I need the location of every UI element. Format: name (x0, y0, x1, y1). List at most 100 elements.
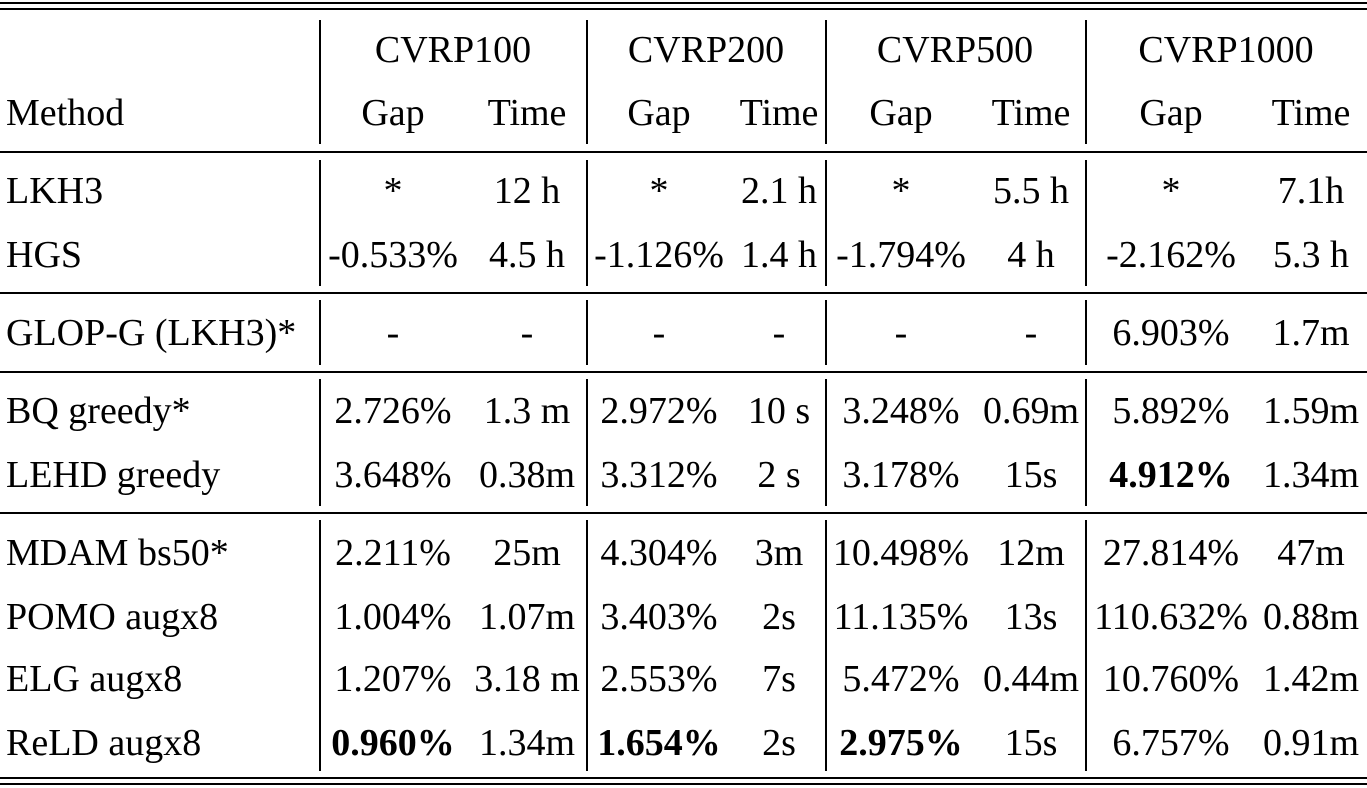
vertical-rule (586, 160, 588, 286)
horizontal-rule (0, 2, 1367, 4)
vertical-rule (825, 520, 827, 771)
column-header: Gap (1139, 92, 1203, 134)
method-header: Method (6, 92, 125, 134)
vertical-rule (319, 379, 321, 506)
horizontal-rule (0, 8, 1367, 10)
table-cell: - (386, 312, 400, 354)
table-cell: 5.892% (1112, 390, 1230, 432)
table-cell: * (891, 170, 911, 212)
table-cell: 6.757% (1112, 722, 1230, 764)
column-header: Time (991, 92, 1071, 134)
table-cell: 2.726% (334, 390, 452, 432)
table-cell: 1.34m (478, 722, 576, 764)
table-cell: * (383, 170, 403, 212)
table-cell: * (649, 170, 669, 212)
table-cell: 3.18 m (474, 658, 580, 700)
method-name: LKH3 (6, 170, 104, 212)
table-cell: - (652, 312, 666, 354)
horizontal-rule (0, 151, 1367, 153)
method-name: MDAM bs50* (6, 532, 229, 574)
table-cell: * (1161, 170, 1181, 212)
method-name: GLOP-G (LKH3)* (6, 312, 297, 354)
table-cell: 1.004% (334, 596, 452, 638)
column-header: Gap (627, 92, 691, 134)
table-cell: 1.654% (597, 722, 721, 764)
table-cell: 1.07m (478, 596, 576, 638)
table-cell: 0.88m (1262, 596, 1360, 638)
method-name: ReLD augx8 (6, 722, 202, 764)
table-cell: 12 h (493, 170, 561, 212)
table-cell: 0.38m (478, 454, 576, 496)
table-cell: 4.5 h (489, 234, 565, 276)
table-cell: -2.162% (1106, 234, 1236, 276)
table-cell: 1.4 h (741, 234, 817, 276)
table-cell: 1.7m (1272, 312, 1350, 354)
column-header: Gap (361, 92, 425, 134)
table-cell: 5.3 h (1273, 234, 1349, 276)
horizontal-rule (0, 783, 1367, 785)
table-cell: - (520, 312, 534, 354)
table-cell: 1.207% (334, 658, 452, 700)
table-cell: - (894, 312, 908, 354)
table-cell: 4.304% (600, 532, 718, 574)
horizontal-rule (0, 512, 1367, 514)
method-name: HGS (6, 234, 83, 276)
column-header: Time (739, 92, 819, 134)
table-cell: 6.903% (1112, 312, 1230, 354)
table-cell: 2 s (757, 454, 801, 496)
column-header: Gap (869, 92, 933, 134)
table-cell: 1.59m (1262, 390, 1360, 432)
table-cell: 3.178% (842, 454, 960, 496)
table-cell: 15s (1004, 454, 1058, 496)
table-cell: 13s (1004, 596, 1058, 638)
table-cell: 110.632% (1094, 596, 1248, 638)
table-cell: 15s (1004, 722, 1058, 764)
table-cell: 7s (762, 658, 796, 700)
vertical-rule (586, 379, 588, 506)
group-header: CVRP100 (374, 29, 532, 71)
table-cell: 2s (762, 596, 796, 638)
table-cell: 2.975% (839, 722, 963, 764)
table-cell: 3.648% (334, 454, 452, 496)
group-header: CVRP500 (876, 29, 1034, 71)
table-cell: 2.972% (600, 390, 718, 432)
method-name: LEHD greedy (6, 454, 221, 496)
table-cell: 3.248% (842, 390, 960, 432)
vertical-rule (319, 20, 321, 144)
table-cell: 25m (493, 532, 561, 574)
vertical-rule (825, 160, 827, 286)
method-name: POMO augx8 (6, 596, 219, 638)
table-cell: 47m (1277, 532, 1345, 574)
table-cell: 0.91m (1262, 722, 1360, 764)
table-cell: 1.3 m (483, 390, 571, 432)
table-cell: 2.211% (335, 532, 451, 574)
table-cell: 11.135% (833, 596, 969, 638)
table-cell: 4.912% (1109, 454, 1233, 496)
table-cell: 5.472% (842, 658, 960, 700)
table-cell: 0.44m (982, 658, 1080, 700)
table-cell: 2.1 h (741, 170, 817, 212)
table-cell: - (1024, 312, 1038, 354)
vertical-rule (319, 520, 321, 771)
method-name: BQ greedy* (6, 390, 191, 432)
table-cell: 10.498% (832, 532, 970, 574)
vertical-rule (825, 300, 827, 365)
vertical-rule (825, 379, 827, 506)
table-cell: 3m (754, 532, 804, 574)
table-cell: -1.126% (594, 234, 724, 276)
group-header: CVRP200 (627, 29, 785, 71)
table-cell: 2.553% (600, 658, 718, 700)
table-cell: 12m (997, 532, 1065, 574)
table-cell: 2s (762, 722, 796, 764)
vertical-rule (586, 20, 588, 144)
vertical-rule (319, 300, 321, 365)
table-cell: 3.403% (600, 596, 718, 638)
table-cell: 27.814% (1102, 532, 1240, 574)
table-cell: 0.69m (982, 390, 1080, 432)
table-cell: 10 s (747, 390, 811, 432)
table-cell: 1.34m (1262, 454, 1360, 496)
horizontal-rule (0, 777, 1367, 779)
table-cell: -1.794% (836, 234, 966, 276)
vertical-rule (1085, 300, 1087, 365)
vertical-rule (1085, 520, 1087, 771)
